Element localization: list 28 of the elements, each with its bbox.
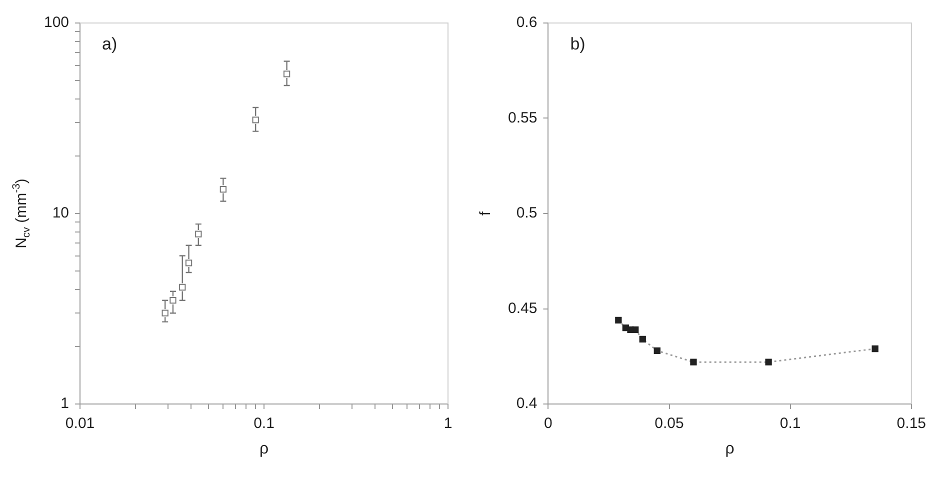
point [690,358,697,366]
point [639,336,646,343]
annotation: a) [102,34,118,54]
point [615,316,622,324]
annotation: b) [570,34,586,54]
x-tick-label: 0.1 [780,415,801,432]
y-axis-title: f [477,210,494,216]
point [765,358,772,366]
point [654,347,660,354]
y-tick-label: 0.5 [516,204,538,222]
x-tick-label: 0 [544,415,552,432]
y-tick-label: 0.45 [508,300,538,317]
x-tick-label: 0.01 [65,415,95,432]
x-axis-title: ρ [725,440,734,458]
x-axis-title: ρ [259,440,269,458]
x-tick-label: 0.1 [254,415,274,432]
point [632,326,639,334]
x-tick-label: 1 [444,415,452,432]
y-tick-label: 1 [60,395,70,412]
y-axis-title: Ncv (mm-3) [10,178,32,248]
y-tick-label: 100 [44,14,70,32]
y-tick-label: 0.55 [508,109,538,126]
y-tick-label: 10 [52,204,70,222]
y-tick-label: 0.4 [516,395,538,412]
x-tick-label: 0.05 [654,415,684,432]
y-tick-label: 0.6 [516,14,538,32]
x-tick-label: 0.15 [896,415,926,432]
point [872,345,878,352]
